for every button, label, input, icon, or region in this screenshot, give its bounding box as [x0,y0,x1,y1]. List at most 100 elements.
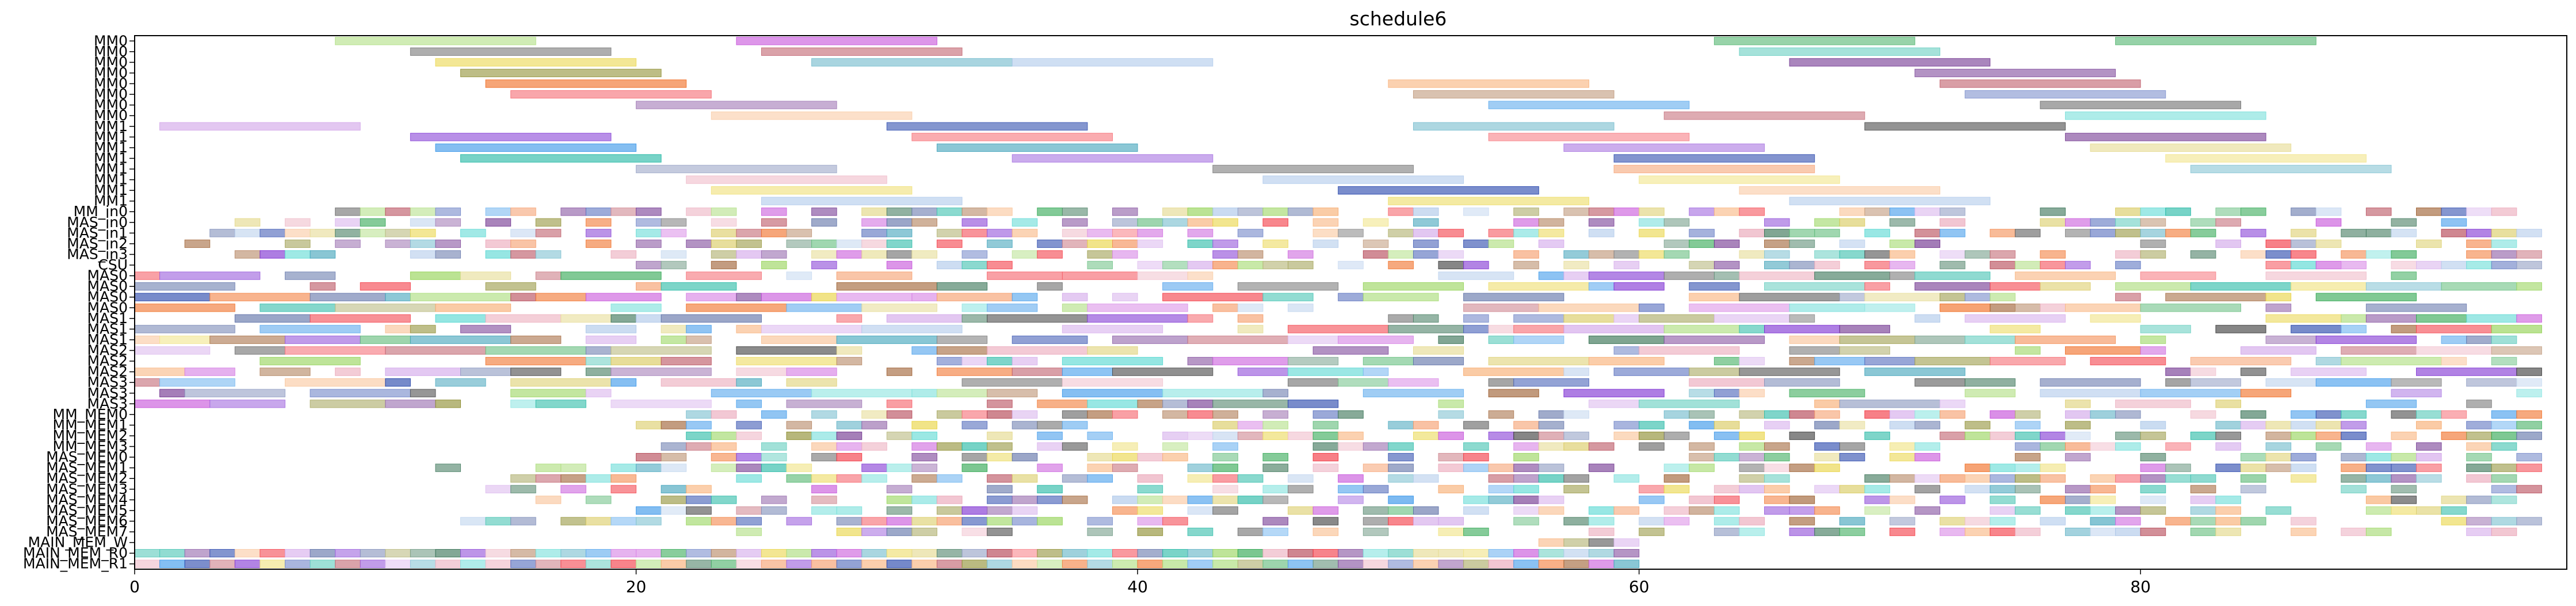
task-bar [2040,208,2066,216]
task-bar [2315,208,2342,216]
task-bar [2014,335,2116,344]
task-bar [2040,496,2066,504]
task-bar [2315,421,2342,429]
task-bar [1663,250,1690,259]
task-bar [811,452,837,462]
task-bar [1739,463,1765,472]
task-bar [1413,549,1439,558]
task-bar [2341,346,2417,355]
task-bar [2090,143,2292,152]
task-bar [2491,496,2517,504]
task-bar [786,229,812,237]
task-bar [1814,250,1840,259]
task-bar [936,356,963,366]
task-bar [836,506,863,515]
y-tick-label: MM_in0 [74,203,128,220]
x-tick-label: 80 [2130,577,2151,596]
task-bar [335,549,361,558]
task-bar [2391,260,2417,270]
task-bar [1990,485,2016,493]
task-bar [2441,229,2467,237]
task-bar [2014,474,2041,483]
task-bar [2115,517,2141,526]
task-bar [1363,559,1389,568]
task-bar [1012,218,1038,227]
task-bar [2466,250,2492,259]
task-bar [2240,463,2266,472]
task-bar [1940,229,1966,237]
task-bar [811,58,1013,67]
task-bar [1538,421,1564,429]
task-bar [2291,463,2317,472]
task-bar [1187,527,1213,536]
task-bar [1789,346,1840,355]
task-bar [1563,208,1589,216]
task-bar [1588,400,1640,408]
task-bar [1087,474,1113,483]
task-bar [1639,304,1665,312]
task-bar [2215,463,2241,472]
task-bar [460,325,512,333]
task-bar [1839,208,1865,216]
task-bar [1137,452,1163,462]
task-bar [1839,452,1865,462]
task-bar [1338,229,1364,237]
task-bar [2190,506,2216,515]
task-bar [184,239,211,248]
task-bar [1488,101,1690,109]
task-bar [1087,410,1113,419]
task-bar [410,239,436,248]
task-bar [2291,367,2367,376]
task-bar [1588,538,1615,547]
task-bar [1087,346,1138,355]
task-bar [1739,474,1765,483]
task-bar [2391,431,2417,440]
task-bar [1789,58,1991,67]
task-bar [585,208,612,216]
task-bar [661,442,687,451]
task-bar [1438,463,1464,472]
task-bar [1087,250,1113,259]
task-bar [1764,325,1840,333]
task-bar [736,559,762,568]
task-bar [811,208,837,216]
task-bar [2341,527,2367,536]
task-bar [385,559,411,568]
task-bar [1212,260,1238,270]
task-bar [1563,314,1615,323]
task-bar [2014,410,2041,419]
task-bar [1012,517,1038,526]
task-bar [1288,506,1314,515]
task-bar [1964,389,2016,397]
task-bar [1990,517,2016,526]
task-bar [2341,356,2442,366]
task-bar [284,378,386,387]
task-bar [1914,442,1941,451]
task-bar [2416,421,2442,429]
task-bar [1187,400,1213,408]
task-bar [811,260,837,270]
task-bar [1162,496,1188,504]
task-bar [1062,271,1138,280]
task-bar [1262,208,1289,216]
task-bar [2391,452,2417,462]
task-bar [886,260,913,270]
task-bar [2315,442,2342,451]
task-bar [1538,431,1564,440]
y-tick-label: MAS2 [87,342,128,359]
task-bar [1990,474,2016,483]
task-bar [510,229,536,237]
task-bar [284,559,311,568]
y-tick-label: MM1 [94,118,128,135]
task-bar [661,229,687,237]
task-bar [1739,527,1765,536]
plot-frame [134,35,2567,570]
task-bar [1288,304,1314,312]
task-bar [636,559,662,568]
task-bar [560,271,662,280]
task-bar [661,218,687,227]
task-bar [1588,559,1615,568]
task-bar [1563,260,1589,270]
task-bar [1363,506,1389,515]
task-bar [1538,538,1564,547]
